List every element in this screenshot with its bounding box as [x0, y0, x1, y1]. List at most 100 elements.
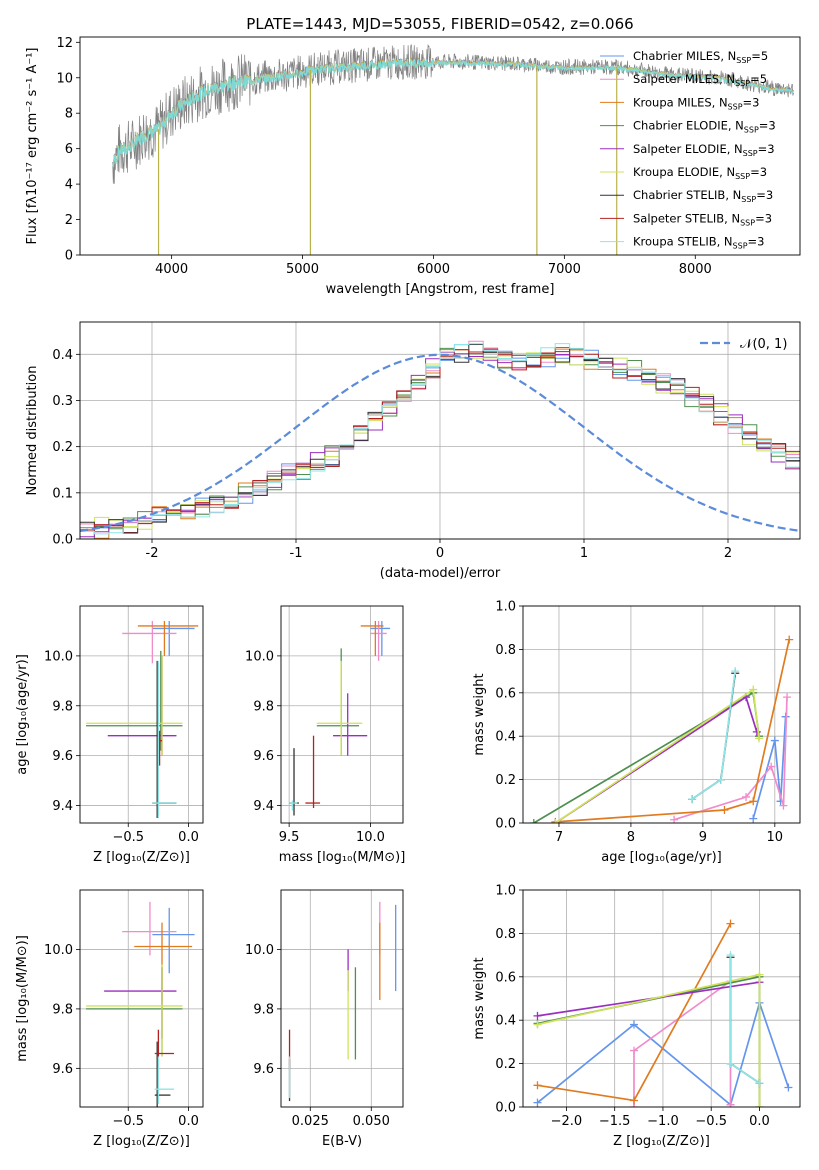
y-tick-label: 6	[65, 142, 73, 157]
data-spectrum	[112, 44, 794, 184]
histogram-step	[80, 344, 800, 533]
x-tick-label: −2.0	[551, 1114, 583, 1129]
y-tick-label: 9.6	[52, 1062, 73, 1077]
x-axis-label: Z [log₁₀(Z/Z⊙)]	[93, 1134, 190, 1149]
legend-tail: =5	[751, 49, 768, 63]
normal-curve	[80, 353, 800, 532]
histogram-step	[80, 349, 800, 530]
age-vs-mass-axes: 9.5 10.0 9.4 9.6 9.8 10.0	[245, 606, 403, 845]
weight-marker	[533, 1011, 542, 1020]
x-tick-label: 6000	[417, 262, 450, 277]
y-tick-label: 10.0	[245, 943, 274, 958]
y-axis-label: Normed distribution	[25, 366, 40, 496]
residuals-frame	[79, 321, 801, 540]
weight-marker	[670, 815, 679, 823]
age-vs-Z-points	[86, 620, 199, 819]
chart-title: PLATE=1443, MJD=53055, FIBERID=0542, z=0…	[246, 15, 633, 33]
weight-marker	[533, 1098, 542, 1107]
weight-marker	[779, 801, 788, 810]
y-tick-label: 0.8	[495, 927, 516, 942]
x-axis-label: Z [log₁₀(Z/Z⊙)]	[613, 1134, 710, 1149]
weight-marker	[629, 1020, 638, 1029]
weight-marker	[726, 1059, 735, 1068]
weight-vs-Z-series	[533, 919, 793, 1107]
y-tick-label: 0.4	[52, 348, 73, 363]
y-axis-label: Flux [fλ10⁻¹⁷ erg cm⁻² s⁻¹ A⁻¹]	[25, 48, 40, 245]
weight-marker	[726, 919, 735, 928]
weight-vs-age-series	[529, 635, 794, 823]
x-tick-label: -2	[146, 546, 159, 561]
x-tick-label: −0.5	[112, 830, 144, 845]
mass-vs-ebv-frame	[280, 889, 404, 1108]
age-vs-Z-axes: −0.5 0.0 9.4 9.6 9.8 10.0	[44, 606, 203, 845]
legend-entry: Salpeter ELODIE, NSSP=3	[633, 142, 775, 158]
y-tick-label: 0.0	[495, 1101, 516, 1116]
x-tick-label: -1	[290, 546, 303, 561]
weight-vs-Z-axes: −2.0 −1.5 −1.0 −0.5 0.0 0.0 0.2 0.4 0.6 0.8 1.0	[495, 884, 800, 1129]
legend-tail: =3	[759, 119, 776, 133]
histogram-step	[80, 348, 800, 539]
y-axis-label: mass weight	[472, 957, 487, 1039]
histogram-step	[80, 348, 800, 534]
legend-entry: Kroupa ELODIE, NSSP=3	[633, 165, 767, 181]
mass-vs-Z-frame	[79, 889, 204, 1108]
legend-entry: Chabrier STELIB, NSSP=3	[633, 188, 773, 204]
legend-subscript: SSP	[733, 242, 748, 251]
weight-marker	[726, 1100, 735, 1107]
spectrum-frame	[79, 36, 801, 256]
y-tick-label: 0.4	[495, 730, 516, 745]
weight-marker	[533, 1081, 542, 1090]
legend-subscript: SSP	[736, 56, 751, 65]
legend-tail: =3	[748, 235, 765, 249]
weight-marker	[770, 736, 779, 745]
weight-line	[555, 639, 791, 823]
y-tick-label: 8	[65, 107, 73, 122]
weight-marker	[716, 775, 725, 784]
y-tick-label: 10.0	[44, 649, 73, 664]
legend-entry: Kroupa MILES, NSSP=3	[633, 95, 759, 111]
y-tick-label: 0.2	[495, 1057, 516, 1072]
y-tick-label: 9.4	[253, 799, 274, 814]
y-tick-label: 9.8	[253, 1002, 274, 1017]
legend-subscript: SSP	[735, 172, 750, 181]
legend-subscript: SSP	[735, 79, 750, 88]
y-tick-label: 9.8	[52, 699, 73, 714]
y-tick-label: 1.0	[495, 884, 516, 899]
x-axis-label: wavelength [Angstrom, rest frame]	[326, 282, 555, 297]
x-tick-label: −0.5	[112, 1114, 144, 1129]
weight-line	[537, 975, 761, 1107]
legend-entry: 𝒩(0, 1)	[740, 337, 787, 352]
weight-marker	[742, 792, 751, 801]
y-axis-label: mass weight	[472, 673, 487, 755]
legend-entry: Chabrier MILES, NSSP=5	[633, 49, 768, 65]
model-spectrum	[112, 58, 794, 167]
y-tick-label: 9.6	[253, 749, 274, 764]
histograms	[80, 340, 800, 539]
legend-tail: =3	[756, 188, 773, 202]
x-tick-label: 9.5	[279, 830, 300, 845]
legend-tail: =3	[758, 142, 775, 156]
weight-line	[752, 716, 787, 819]
x-tick-label: 7	[555, 830, 563, 845]
weight-marker	[720, 805, 729, 814]
age-vs-Z-frame	[79, 605, 204, 824]
mass-vs-ebv-points	[288, 901, 397, 1102]
weight-marker	[688, 795, 697, 804]
x-tick-label: 7000	[548, 262, 581, 277]
x-axis-label: Z [log₁₀(Z/Z⊙)]	[93, 850, 190, 865]
histogram-step	[80, 351, 800, 538]
y-tick-label: 0	[65, 249, 73, 264]
x-tick-label: 10.0	[356, 830, 385, 845]
y-tick-label: 10.0	[44, 943, 73, 958]
weight-marker	[783, 693, 792, 702]
x-tick-label: 10	[767, 830, 784, 845]
y-tick-label: 9.6	[253, 1062, 274, 1077]
weight-marker	[731, 667, 740, 676]
weight-marker	[629, 1096, 638, 1105]
weight-marker	[755, 1103, 764, 1107]
y-tick-label: 0.6	[495, 686, 516, 701]
x-tick-label: 0	[436, 546, 444, 561]
y-tick-label: 4	[65, 178, 73, 193]
weight-marker	[551, 819, 560, 823]
legend-subscript: SSP	[743, 149, 758, 158]
